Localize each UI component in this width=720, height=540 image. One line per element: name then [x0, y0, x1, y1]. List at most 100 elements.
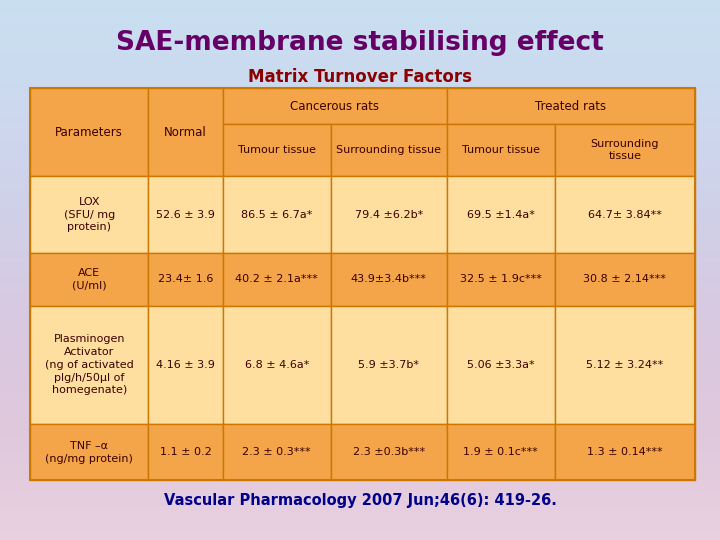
Bar [0, 364, 720, 365]
Bar [0, 504, 720, 505]
Bar [0, 453, 720, 454]
Bar [0, 520, 720, 521]
Bar [223, 306, 330, 424]
Bar [0, 464, 720, 465]
Bar [0, 378, 720, 379]
Bar [0, 362, 720, 363]
Bar [0, 486, 720, 487]
Bar [0, 275, 720, 276]
Bar [0, 474, 720, 475]
Bar [0, 91, 720, 92]
Bar [0, 119, 720, 120]
Bar [0, 371, 720, 372]
Bar [0, 120, 720, 121]
Bar [0, 67, 720, 68]
Bar [0, 306, 720, 307]
Bar [0, 434, 720, 435]
Bar [0, 463, 720, 464]
Bar [0, 142, 720, 143]
Bar [0, 425, 720, 426]
Bar [0, 255, 720, 256]
Bar [0, 385, 720, 386]
Bar [223, 88, 447, 124]
Bar [0, 424, 720, 425]
Bar [0, 21, 720, 22]
Bar [0, 470, 720, 471]
Bar [0, 495, 720, 496]
Bar [0, 435, 720, 436]
Bar [0, 69, 720, 70]
Bar [0, 297, 720, 298]
Bar [0, 277, 720, 278]
Bar [0, 247, 720, 248]
Bar [0, 475, 720, 476]
Bar [0, 70, 720, 71]
Bar [0, 147, 720, 148]
Bar [0, 433, 720, 434]
Bar [0, 327, 720, 328]
Bar [0, 209, 720, 210]
Bar [0, 259, 720, 260]
Bar [0, 426, 720, 427]
Bar [0, 446, 720, 447]
Bar [30, 306, 148, 424]
Bar [0, 246, 720, 247]
Bar [0, 455, 720, 456]
Bar [0, 110, 720, 111]
Bar [0, 325, 720, 326]
Bar [0, 525, 720, 526]
Bar [0, 68, 720, 69]
Bar [0, 270, 720, 271]
Bar [0, 471, 720, 472]
Bar [0, 136, 720, 137]
Bar [0, 387, 720, 388]
Bar [0, 8, 720, 9]
Text: TNF –α
(ng/mg protein): TNF –α (ng/mg protein) [45, 441, 133, 463]
Bar [0, 417, 720, 418]
Bar [0, 267, 720, 268]
Bar [0, 216, 720, 217]
Bar [148, 176, 223, 253]
Bar [0, 5, 720, 6]
Bar [0, 151, 720, 152]
Bar [0, 439, 720, 440]
Bar [0, 523, 720, 524]
Bar [330, 124, 447, 176]
Bar [0, 195, 720, 196]
Bar [0, 128, 720, 129]
Text: Cancerous rats: Cancerous rats [290, 99, 379, 112]
Bar [0, 178, 720, 179]
Bar [0, 493, 720, 494]
Bar [0, 16, 720, 17]
Bar [0, 281, 720, 282]
Bar [0, 394, 720, 395]
Bar [447, 124, 554, 176]
Bar [0, 42, 720, 43]
Bar [0, 201, 720, 202]
Bar [0, 212, 720, 213]
Bar [0, 159, 720, 160]
Bar [0, 11, 720, 12]
Text: 2.3 ± 0.3***: 2.3 ± 0.3*** [243, 447, 311, 457]
Bar [0, 78, 720, 79]
Bar [0, 447, 720, 448]
Bar [0, 370, 720, 371]
Bar [0, 462, 720, 463]
Bar [0, 375, 720, 376]
Bar [0, 382, 720, 383]
Bar [0, 150, 720, 151]
Text: 64.7± 3.84**: 64.7± 3.84** [588, 210, 662, 220]
Bar [0, 170, 720, 171]
Bar [0, 80, 720, 81]
Bar [0, 20, 720, 21]
Bar [0, 137, 720, 138]
Bar [0, 500, 720, 501]
Bar [0, 41, 720, 42]
Bar [0, 131, 720, 132]
Bar [447, 88, 695, 124]
Bar [0, 301, 720, 302]
Bar [0, 411, 720, 412]
Bar [554, 176, 695, 253]
Text: LOX
(SFU/ mg
protein): LOX (SFU/ mg protein) [63, 197, 114, 233]
Bar [0, 349, 720, 350]
